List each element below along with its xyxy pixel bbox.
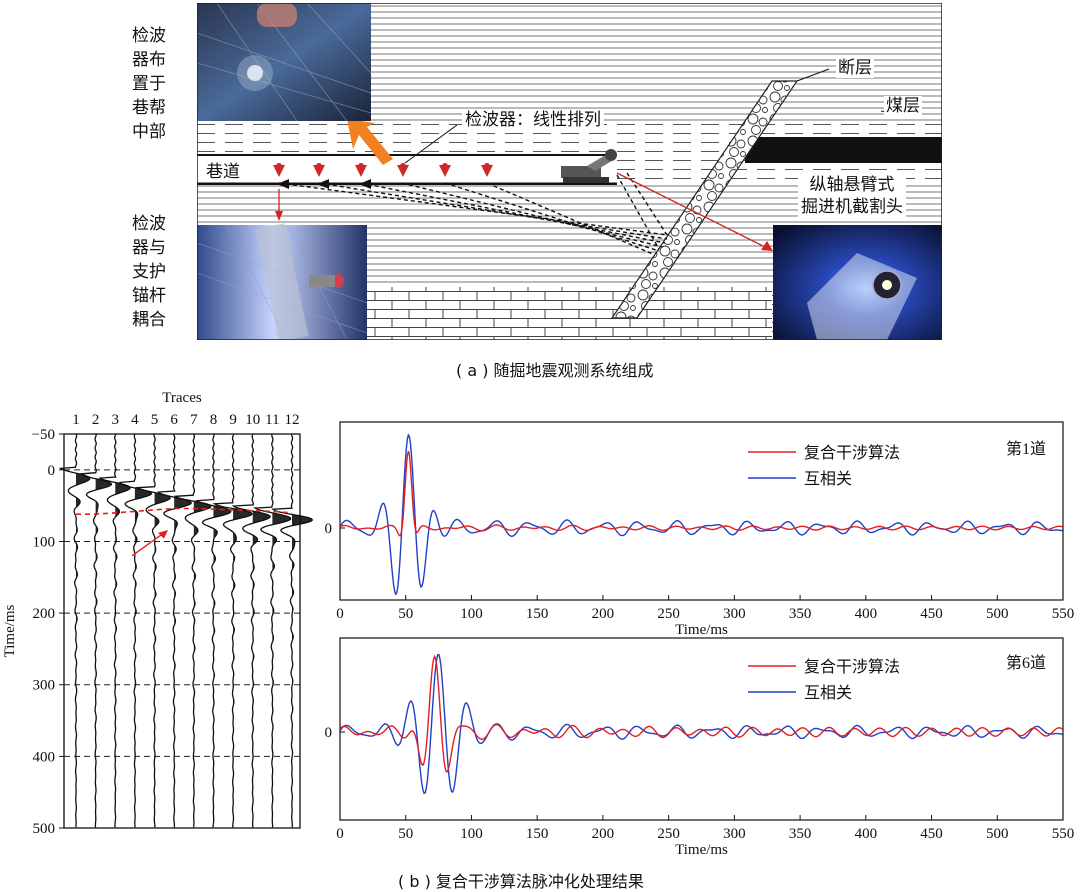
trace-label: 2 bbox=[92, 412, 100, 428]
xtick-label: 400 bbox=[855, 606, 878, 622]
label-fault: 断层 bbox=[836, 58, 874, 78]
series-line-xcorr bbox=[340, 653, 1063, 795]
xtick-label: 550 bbox=[1052, 606, 1075, 622]
ytick-label: 0 bbox=[325, 725, 333, 741]
trace-label: 8 bbox=[210, 412, 218, 428]
xtick-label: 250 bbox=[657, 826, 680, 842]
photo-geophone-on-bolt bbox=[197, 223, 368, 340]
xtick-label: 250 bbox=[657, 606, 680, 622]
wiggle-trace-fill bbox=[76, 434, 90, 828]
label-machine: 纵轴悬臂式 掘进机截割头 bbox=[798, 174, 906, 218]
geophone-icons bbox=[273, 163, 493, 177]
xtick-label: 550 bbox=[1052, 826, 1075, 842]
trace-label: 12 bbox=[285, 412, 300, 428]
wiggle-title: Traces bbox=[162, 390, 202, 406]
label-coal-seam: 煤层 bbox=[884, 96, 922, 116]
red-arrow bbox=[131, 532, 165, 557]
trace-label: 3 bbox=[112, 412, 120, 428]
xtick-label: 0 bbox=[336, 606, 344, 622]
ray-arrowheads bbox=[277, 179, 371, 189]
xtick-label: 150 bbox=[526, 606, 549, 622]
legend-label: 复合干涉算法 bbox=[804, 443, 900, 462]
orange-arrow-icon bbox=[347, 119, 393, 165]
series-line-composite bbox=[340, 654, 1063, 773]
wiggle-ytick-label: −50 bbox=[32, 427, 55, 443]
trace-6-plot: 0 50 100 150 200 250 300 350 400 450 500 550 Time/ms… bbox=[325, 637, 1075, 858]
trace-label: 6 bbox=[170, 412, 178, 428]
xtick-label: 300 bbox=[723, 826, 746, 842]
caption-a: ( a ) 随掘地震观测系统组成 bbox=[456, 361, 654, 380]
wiggle-trace-fill bbox=[233, 434, 252, 828]
xtick-label: 200 bbox=[592, 606, 615, 622]
trace-label: 4 bbox=[131, 412, 139, 428]
trace-annotation: 第6道 bbox=[1006, 654, 1046, 672]
xtick-label: 350 bbox=[789, 826, 812, 842]
trace-1-plot: 0 50 100 150 200 250 300 350 400 450 500 550 Time/ms… bbox=[325, 421, 1075, 638]
xtick-label: 500 bbox=[986, 826, 1009, 842]
xtick-label: 50 bbox=[398, 826, 413, 842]
xtick-label: 450 bbox=[920, 826, 943, 842]
trace-label: 5 bbox=[151, 412, 159, 428]
trace-label: 11 bbox=[265, 412, 279, 428]
xtick-label: 200 bbox=[592, 826, 615, 842]
xtick-label: 450 bbox=[920, 606, 943, 622]
wiggle-ytick-label: 100 bbox=[33, 534, 56, 550]
wiggle-ytick-label: 0 bbox=[48, 463, 56, 479]
wiggle-ytick-label: 400 bbox=[33, 749, 56, 765]
xtick-label: 50 bbox=[398, 606, 413, 622]
trace-label: 9 bbox=[229, 412, 237, 428]
picked-arrival-curve bbox=[76, 507, 293, 515]
caption-b: ( b ) 复合干涉算法脉冲化处理结果 bbox=[398, 872, 644, 891]
series-line-composite bbox=[340, 450, 1063, 537]
wiggle-trace bbox=[252, 433, 292, 828]
trace-label: 10 bbox=[245, 412, 260, 428]
legend-label: 互相关 bbox=[804, 470, 852, 488]
wiggle-trace-fill bbox=[213, 434, 231, 828]
label-geophones: 检波器：线性排列 bbox=[462, 110, 604, 130]
xlabel: Time/ms bbox=[675, 622, 728, 638]
ray-paths bbox=[278, 172, 668, 256]
plot-frame bbox=[339, 421, 1064, 601]
xtick-label: 100 bbox=[460, 826, 483, 842]
xtick-label: 0 bbox=[336, 826, 344, 842]
legend-label: 复合干涉算法 bbox=[804, 657, 900, 676]
legend-label: 互相关 bbox=[804, 684, 852, 702]
photo-geophone-on-wall bbox=[197, 3, 372, 122]
xtick-label: 150 bbox=[526, 826, 549, 842]
wiggle-ytick-label: 300 bbox=[33, 678, 56, 694]
xtick-label: 100 bbox=[460, 606, 483, 622]
label-top-left: 检波 器布 置于 巷帮 中部 bbox=[132, 26, 166, 142]
xtick-label: 300 bbox=[723, 606, 746, 622]
trace-annotation: 第1道 bbox=[1006, 440, 1046, 458]
xtick-label: 400 bbox=[855, 826, 878, 842]
red-arrowhead bbox=[158, 529, 168, 539]
trace-label: 7 bbox=[190, 412, 198, 428]
wiggle-ytick-label: 200 bbox=[33, 606, 56, 622]
ytick-label: 0 bbox=[325, 521, 333, 537]
trace-label: 1 bbox=[72, 412, 80, 428]
wiggle-ylabel: Time/ms bbox=[2, 604, 18, 657]
xtick-label: 350 bbox=[789, 606, 812, 622]
wiggle-frame bbox=[63, 433, 301, 829]
photo-cutting-head bbox=[773, 225, 942, 340]
label-roadway: 巷道 bbox=[206, 162, 240, 182]
label-bottom-left: 检波 器与 支护 锚杆 耦合 bbox=[132, 214, 166, 330]
geology-schematic bbox=[197, 3, 942, 340]
wiggle-ytick-label: 500 bbox=[33, 821, 56, 837]
tunneling-machine-icon bbox=[561, 149, 617, 183]
xtick-label: 500 bbox=[986, 606, 1009, 622]
xlabel: Time/ms bbox=[675, 842, 728, 858]
